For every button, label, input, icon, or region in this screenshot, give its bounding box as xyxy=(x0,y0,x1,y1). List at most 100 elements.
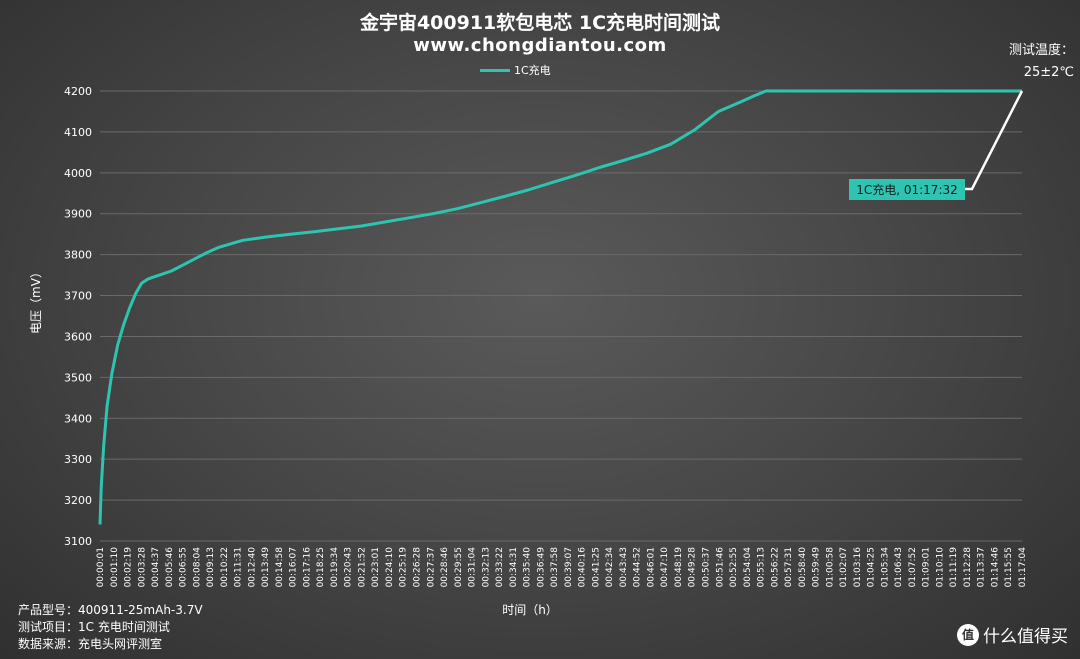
x-tick-label: 00:57:31 xyxy=(784,547,794,587)
x-tick-label: 00:23:01 xyxy=(371,547,381,587)
info-row-source: 数据来源： 充电头网评测室 xyxy=(18,636,203,653)
temperature-note: 测试温度： 25±2℃ xyxy=(1009,40,1074,84)
y-tick-label: 4100 xyxy=(64,126,92,139)
x-tick-label: 01:06:43 xyxy=(894,547,904,587)
x-tick-label: 00:51:46 xyxy=(715,547,725,588)
annotation-label: 1C充电, 01:17:32 xyxy=(856,182,958,197)
chart-subtitle: www.chongdiantou.com xyxy=(413,35,667,56)
x-tick-label: 00:02:19 xyxy=(124,547,134,588)
x-tick-label: 00:16:07 xyxy=(289,547,299,587)
legend: 1C充电 xyxy=(480,62,551,78)
x-tick-label: 00:12:40 xyxy=(247,547,257,588)
x-tick-label: 00:06:55 xyxy=(179,547,189,587)
legend-swatch xyxy=(480,68,510,72)
x-tick-label: 00:47:10 xyxy=(660,547,670,588)
x-tick-label: 00:24:10 xyxy=(385,547,395,588)
annotation-leader-line xyxy=(965,90,1024,191)
x-tick-label: 00:55:13 xyxy=(757,547,767,587)
x-tick-label: 00:25:19 xyxy=(399,547,409,588)
temperature-label: 测试温度： xyxy=(1008,43,1074,58)
info-source-value: 充电头网评测室 xyxy=(78,637,163,651)
y-axis-title: 电压（mV） xyxy=(29,266,43,334)
x-tick-label: 00:11:31 xyxy=(234,547,244,587)
series-line-1c xyxy=(98,89,1022,525)
info-model-label: 产品型号： xyxy=(18,603,79,617)
x-tick-label: 00:49:28 xyxy=(688,547,698,588)
x-tick-label: 01:00:58 xyxy=(825,547,835,588)
x-tick-label: 00:35:40 xyxy=(523,547,533,588)
x-tick-label: 00:52:55 xyxy=(729,547,739,587)
grid xyxy=(100,90,1022,542)
x-tick-label: 00:48:19 xyxy=(674,547,684,588)
temperature-value: 25±2℃ xyxy=(1023,65,1074,80)
x-tick-label: 00:04:37 xyxy=(151,547,161,587)
annotation: 1C充电, 01:17:32 xyxy=(849,179,965,200)
y-tick-labels: 3100 3200 3300 3400 3500 3600 3700 3800 3900 4000… xyxy=(64,85,92,548)
y-tick-label: 3600 xyxy=(64,330,92,343)
info-row-model: 产品型号： 400911-25mAh-3.7V xyxy=(18,602,203,619)
x-tick-label: 00:09:13 xyxy=(206,547,216,587)
x-tick-label: 00:01:10 xyxy=(110,547,120,588)
y-tick-label: 4000 xyxy=(64,167,92,180)
x-tick-label: 00:59:49 xyxy=(812,547,822,588)
x-tick-label: 00:37:58 xyxy=(550,547,560,588)
y-tick-label: 3200 xyxy=(64,494,92,507)
info-item-value: 1C 充电时间测试 xyxy=(78,620,170,634)
x-tick-label: 00:46:01 xyxy=(646,547,656,587)
info-model-value: 400911-25mAh-3.7V xyxy=(78,603,203,617)
annotation-box xyxy=(849,179,965,200)
x-tick-labels: 00:00:01 00:01:10 00:02:19 00:03:28 00:04:37… xyxy=(96,547,1028,588)
x-tick-label: 00:33:22 xyxy=(495,547,505,587)
x-tick-label: 01:11:19 xyxy=(949,547,959,588)
y-tick-label: 3300 xyxy=(64,453,92,466)
x-tick-label: 00:20:43 xyxy=(344,547,354,587)
x-tick-label: 00:21:52 xyxy=(357,547,367,587)
x-tick-label: 01:17:04 xyxy=(1018,547,1028,588)
y-tick-label: 4200 xyxy=(64,85,92,98)
test-info: 产品型号： 400911-25mAh-3.7V 测试项目： 1C 充电时间测试 … xyxy=(18,602,203,653)
brand-text: 什么值得买 xyxy=(983,627,1068,647)
x-tick-label: 00:44:52 xyxy=(633,547,643,587)
x-tick-label: 01:02:07 xyxy=(839,547,849,587)
x-tick-label: 00:05:46 xyxy=(165,547,175,588)
x-tick-label: 00:19:34 xyxy=(330,547,340,588)
x-tick-label: 00:08:04 xyxy=(192,547,202,588)
x-tick-label: 00:27:37 xyxy=(426,547,436,587)
x-tick-label: 00:41:25 xyxy=(591,547,601,587)
x-tick-label: 00:31:04 xyxy=(468,547,478,588)
x-tick-label: 01:15:55 xyxy=(1004,547,1014,587)
x-tick-label: 01:03:16 xyxy=(853,547,863,588)
x-axis-title: 时间（h） xyxy=(502,603,558,617)
y-tick-label: 3500 xyxy=(64,371,92,384)
info-source-label: 数据来源： xyxy=(18,637,79,651)
info-item-label: 测试项目： xyxy=(18,620,79,634)
x-tick-label: 00:14:58 xyxy=(275,547,285,588)
x-tick-label: 00:00:01 xyxy=(96,547,106,587)
x-tick-label: 00:36:49 xyxy=(536,547,546,588)
x-tick-label: 01:12:28 xyxy=(963,547,973,588)
x-tick-label: 00:32:13 xyxy=(481,547,491,587)
x-tick-label: 01:07:52 xyxy=(908,547,918,587)
x-tick-label: 01:13:37 xyxy=(977,547,987,587)
x-tick-label: 00:39:07 xyxy=(564,547,574,587)
x-tick-label: 00:18:25 xyxy=(316,547,326,587)
chart-title: 金宇宙400911软包电芯 1C充电时间测试 xyxy=(359,12,721,34)
x-tick-label: 00:26:28 xyxy=(413,547,423,588)
x-tick-label: 00:42:34 xyxy=(605,547,615,588)
x-tick-label: 01:04:25 xyxy=(867,547,877,587)
x-tick-label: 00:10:22 xyxy=(220,547,230,587)
x-tick-label: 00:03:28 xyxy=(137,547,147,588)
y-tick-label: 3900 xyxy=(64,208,92,221)
x-tick-label: 00:58:40 xyxy=(798,547,808,588)
legend-label: 1C充电 xyxy=(514,64,551,77)
x-tick-label: 00:56:22 xyxy=(770,547,780,587)
x-tick-label: 00:29:55 xyxy=(454,547,464,587)
x-tick-label: 00:28:46 xyxy=(440,547,450,588)
x-tick-label: 00:17:16 xyxy=(302,547,312,588)
x-tick-label: 01:14:46 xyxy=(990,547,1000,588)
x-tick-label: 00:43:43 xyxy=(619,547,629,587)
brand-watermark: 值 什么值得买 xyxy=(957,622,1068,647)
y-tick-label: 3100 xyxy=(64,535,92,548)
x-tick-label: 01:05:34 xyxy=(880,547,890,588)
